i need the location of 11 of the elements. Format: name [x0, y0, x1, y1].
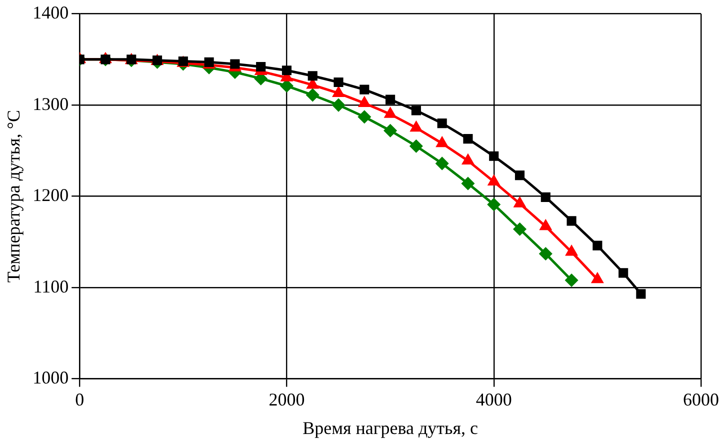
y-tick-label: 1300: [32, 94, 69, 114]
y-tick-label: 1000: [32, 368, 69, 388]
x-axis-title: Время нагрева дутья, с: [302, 418, 478, 438]
x-tick-label: 0: [75, 389, 84, 410]
y-tick-label: 1100: [33, 276, 69, 296]
y-axis-title: Температура дутья, °C: [4, 110, 24, 283]
x-tick-label: 2000: [268, 389, 305, 410]
x-tick-label: 6000: [683, 389, 719, 410]
y-tick-label: 1200: [32, 185, 69, 206]
y-tick-label: 1400: [32, 2, 69, 23]
x-tick-label: 4000: [476, 389, 512, 410]
